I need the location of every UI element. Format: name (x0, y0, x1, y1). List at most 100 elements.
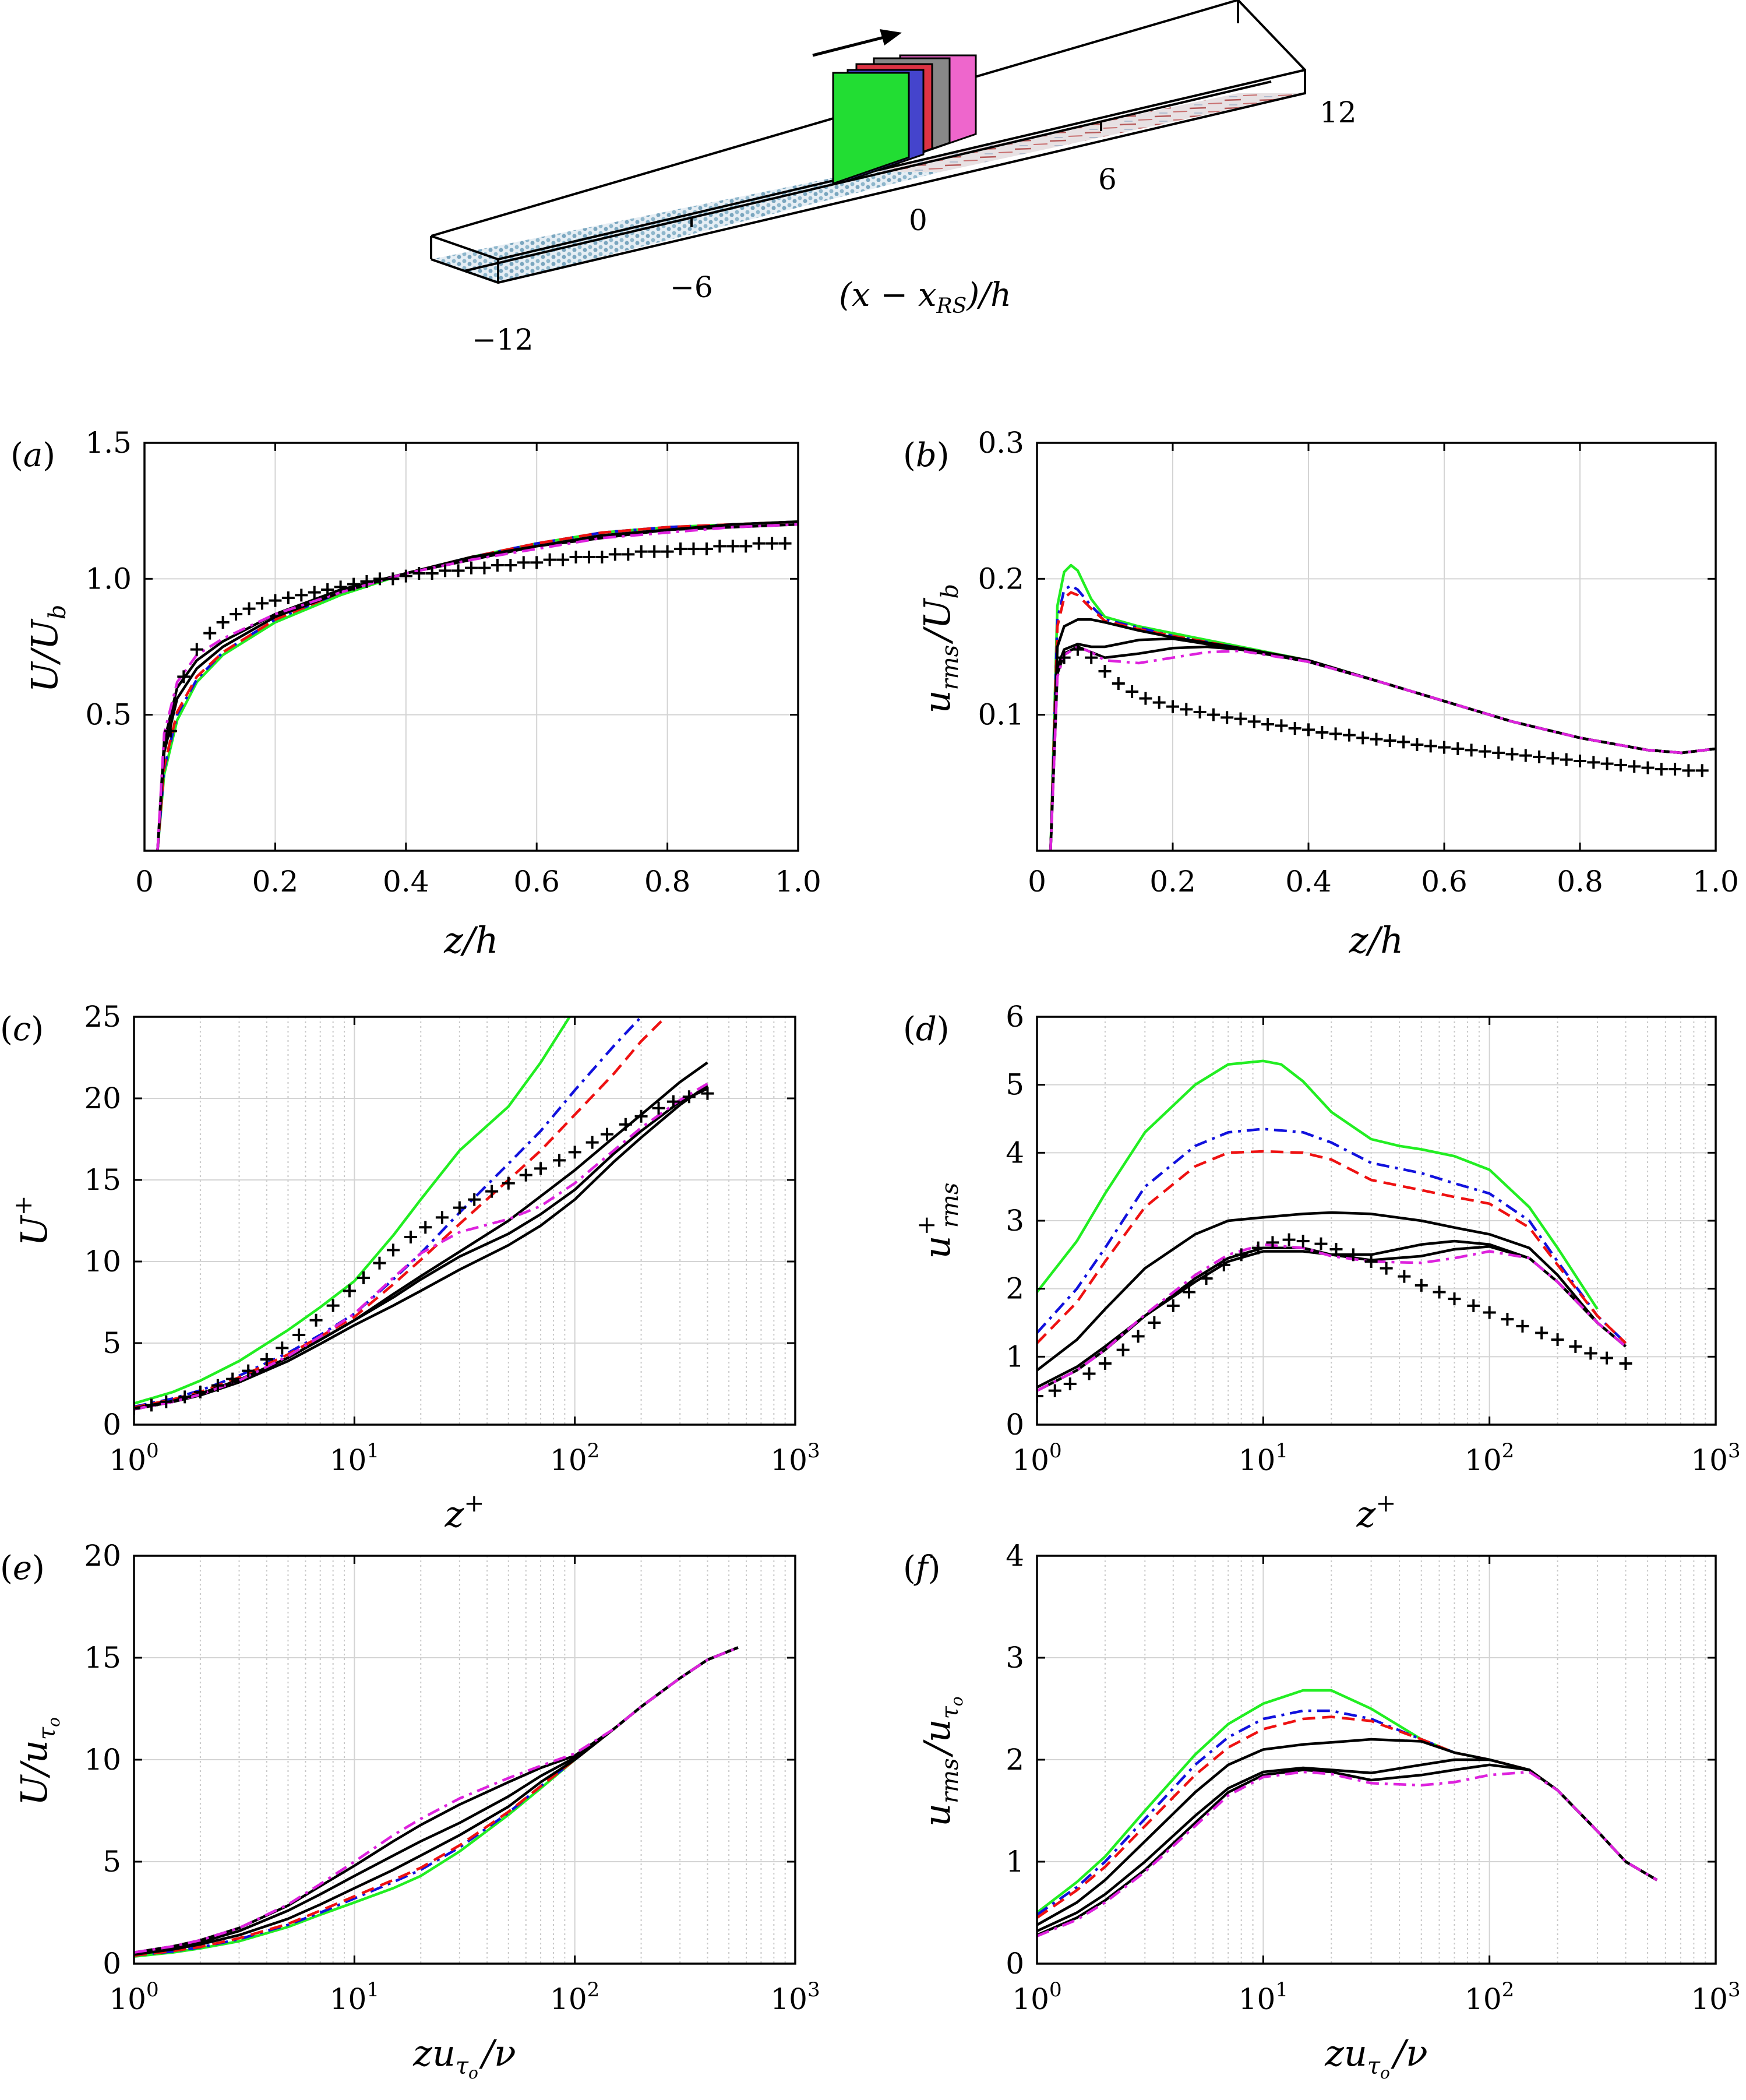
y-axis-label: U/uτo (13, 1714, 64, 1806)
plus-marker (1193, 706, 1207, 718)
plus-marker (634, 1109, 648, 1123)
plus-marker (357, 1271, 370, 1284)
y-tick-label: 6 (1006, 1000, 1024, 1034)
series-group (1037, 1059, 1632, 1403)
plus-marker (193, 1386, 207, 1398)
plus-marker (1438, 741, 1451, 754)
panel-f: 100 101 102 103 0 1 2 3 4 (f) zuτo /ν urms /uτo (903, 1539, 1741, 2083)
plus-marker (1398, 1270, 1411, 1283)
y-tick-label: 5 (1006, 1068, 1024, 1102)
arrow-head-icon (880, 29, 902, 45)
plus-marker (347, 577, 361, 591)
plus-marker (260, 1353, 273, 1366)
plus-marker (453, 1201, 466, 1214)
plus-marker (1619, 1357, 1632, 1370)
y-tick-label: 0.5 (85, 698, 132, 732)
plus-marker (425, 567, 439, 580)
plus-marker (726, 540, 739, 553)
plus-marker (1183, 1285, 1195, 1299)
series-line-black-3 (134, 1087, 708, 1411)
plus-marker (504, 559, 517, 572)
plus-marker (468, 1193, 481, 1206)
y-tick-label: 0 (103, 1408, 121, 1442)
x-tick-label: 102 (550, 1978, 599, 2016)
x-axis-label: z/h (1349, 919, 1403, 961)
plus-marker (1410, 738, 1424, 751)
plus-marker (1628, 760, 1641, 773)
series-group (134, 1646, 739, 1958)
plus-marker (478, 561, 491, 575)
y-axis-label: U/Ub (23, 601, 71, 692)
plus-marker (1695, 764, 1709, 777)
plus-marker (1380, 1262, 1393, 1275)
plus-marker (177, 670, 191, 683)
plus-marker (1261, 718, 1275, 731)
plus-marker (373, 1256, 386, 1270)
series-line-black-3 (1037, 1245, 1627, 1392)
y-tick-label: 0.1 (978, 698, 1024, 732)
plus-marker (1600, 1351, 1614, 1365)
plus-marker (1180, 703, 1193, 716)
grid (133, 1555, 796, 1964)
series-group (1037, 1689, 1658, 1937)
plus-marker (739, 540, 753, 553)
plus-marker (1296, 1235, 1310, 1248)
series-line-black-2 (1037, 1239, 1627, 1389)
plus-marker (1370, 732, 1383, 746)
plus-marker (752, 537, 766, 550)
plus-marker (1200, 1272, 1213, 1285)
plus-marker (399, 569, 412, 583)
plus-marker (1533, 750, 1546, 763)
plus-marker (634, 545, 648, 558)
series-line-green (134, 1017, 572, 1405)
panel-label: (e) (0, 1549, 45, 1587)
series-line-black-1 (134, 1061, 708, 1410)
plus-marker (552, 1154, 566, 1167)
plus-marker (1282, 1233, 1296, 1246)
y-axis-label: urms /Ub (916, 580, 964, 714)
plus-marker (1584, 1347, 1597, 1360)
x-tick-label: 102 (1465, 1978, 1514, 2016)
series-line-green (156, 520, 798, 851)
grid (1036, 1555, 1716, 1964)
series-line-magenta (1037, 1770, 1658, 1937)
plus-marker (1112, 677, 1125, 690)
y-axis-label: u+rms (912, 1183, 964, 1259)
plus-marker (1551, 1333, 1564, 1347)
plus-marker (1329, 727, 1342, 741)
plus-marker (1217, 1258, 1230, 1271)
y-tick-label: 2 (1006, 1743, 1024, 1777)
x-tick-label: 101 (330, 1439, 379, 1477)
series-group (1049, 563, 1716, 851)
x-tick-label: 0.2 (252, 865, 299, 899)
plus-marker (1037, 1390, 1043, 1403)
plus-marker (674, 542, 687, 555)
plus-marker (1669, 763, 1682, 776)
schematic-axis-label: (x − xRS)/h (839, 276, 1011, 318)
series-line-black-2 (134, 1646, 739, 1955)
plus-marker (502, 1176, 515, 1190)
plus-marker (326, 1299, 340, 1312)
y-tick-label: 5 (103, 1845, 121, 1879)
plus-marker (1057, 651, 1071, 664)
plus-marker (1207, 708, 1220, 721)
plus-marker (309, 1313, 323, 1327)
plus-marker (203, 626, 217, 640)
x-tick-label: 103 (770, 1439, 820, 1477)
series-line-magenta (1037, 1243, 1627, 1392)
plus-marker (1116, 1343, 1130, 1356)
plus-marker (1234, 1248, 1248, 1262)
panel-label: (c) (0, 1010, 44, 1048)
y-tick-label: 5 (103, 1326, 121, 1360)
plus-marker (1433, 1285, 1446, 1299)
series-line-magenta (134, 1082, 708, 1411)
y-tick-label: 10 (84, 1743, 121, 1777)
plus-marker (230, 608, 243, 621)
y-tick-label: 3 (1006, 1641, 1024, 1675)
plus-marker (1364, 1255, 1378, 1268)
plus-marker (1131, 1330, 1145, 1343)
plus-marker (404, 1231, 417, 1243)
plate-green (832, 72, 910, 185)
series-line-green (1037, 1059, 1599, 1310)
ticks (1036, 442, 1717, 851)
